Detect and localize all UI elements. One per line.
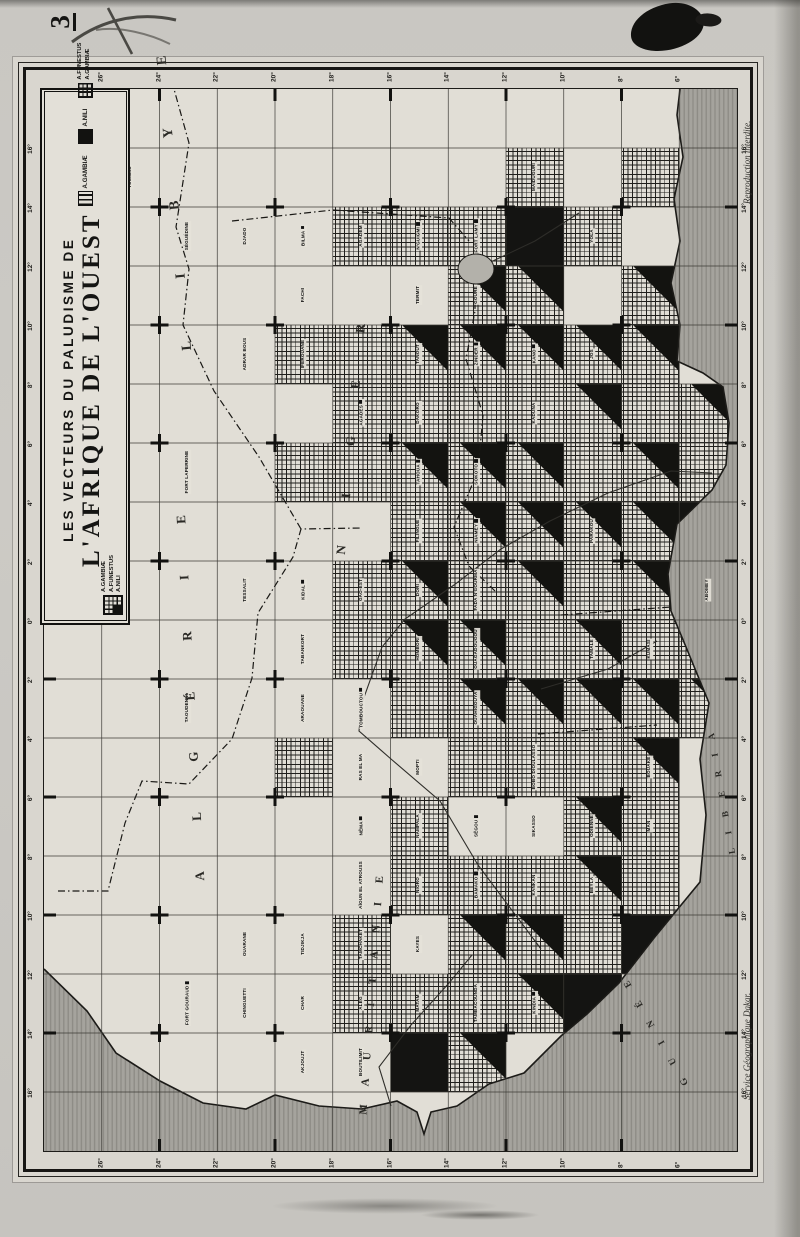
degree-label: 8° [617, 1161, 624, 1168]
degree-label: 14° [741, 203, 748, 213]
map-title: LES VECTEURS DU PALUDISME DE L'AFRIQUE D… [61, 212, 106, 613]
degree-label: 24° [155, 72, 162, 82]
degree-label: 16° [27, 144, 34, 154]
legend-label: A.GAMBIÆ [85, 48, 91, 80]
degree-label: 6° [27, 794, 34, 802]
legend-swatch-crosshatch-icon [77, 82, 93, 98]
degree-label: 2° [27, 676, 34, 684]
legend-label: A.NILI [81, 108, 89, 127]
legend: A.GAMBIÆ A.NILI A.FUNESTUS A.GAMBIÆ [77, 42, 93, 207]
degree-label: 12° [501, 1158, 509, 1168]
degree-label: 6° [674, 1161, 682, 1168]
degree-label: 10° [559, 72, 567, 82]
degree-label: 16° [27, 1088, 34, 1098]
legend-item-nili: A.NILI [77, 108, 93, 145]
legend-swatch-black-icon [77, 129, 93, 145]
degree-label: 22° [212, 1158, 220, 1168]
map-canvas: TOUMMO FORT LAPERRINE SÉGUÉDINE DJADO ADRAR … [43, 25, 738, 1152]
degree-label: 8° [27, 381, 34, 389]
rotated-sheet-wrap: TOUMMO FORT LAPERRINE SÉGUÉDINE DJADO ADRAR … [13, 13, 763, 1182]
degree-label: 10° [27, 911, 34, 921]
ink-blob [626, 0, 708, 56]
degree-label: 6° [741, 440, 748, 448]
degree-label: 10° [741, 911, 748, 921]
degree-label: 14° [27, 203, 34, 213]
title-line-2: L'AFRIQUE DE L'OUEST [77, 212, 105, 567]
degree-label: 16° [386, 72, 393, 82]
geography-layer [44, 89, 737, 1151]
degree-label: 16° [386, 1158, 393, 1168]
degree-label: 20° [270, 1158, 278, 1168]
degree-label: 8° [617, 75, 624, 82]
degree-label: 10° [27, 321, 34, 331]
degree-label: 4° [27, 499, 34, 507]
degree-label: 8° [27, 853, 34, 861]
degree-label: 10° [741, 321, 748, 331]
legend-combined: A.GAMBIÆ A.FUNESTUS A.NILI [101, 555, 123, 615]
degree-label: 12° [27, 970, 34, 980]
imprint-service-geographique: Service Géographique Dakar. [742, 992, 752, 1100]
degree-label: 2° [741, 558, 748, 566]
degree-label: 0° [741, 617, 748, 625]
degree-label: 10° [559, 1158, 567, 1168]
legend-item-funestus-gambiae: A.FUNESTUS A.GAMBIÆ [77, 42, 93, 98]
degree-label: 12° [741, 970, 748, 980]
sheet-number: 3 [45, 13, 77, 31]
degree-label: 18° [328, 72, 336, 82]
degree-label: 26° [97, 1158, 105, 1168]
degree-label: 4° [27, 735, 34, 743]
degree-label: 24° [155, 1158, 162, 1168]
degree-label: 0° [27, 617, 34, 625]
title-line-1: LES VECTEURS DU PALUDISME DE [60, 237, 76, 542]
scan-smudge [420, 1210, 540, 1220]
degree-label: 14° [443, 72, 451, 82]
degree-label: 4° [741, 735, 748, 743]
degree-label: 22° [212, 72, 220, 82]
legend-label: A.NILI [115, 575, 122, 592]
degree-label: 12° [501, 72, 509, 82]
degree-label: 4° [741, 499, 748, 507]
legend-swatch-stripes-icon [77, 191, 93, 207]
degree-label: 20° [270, 72, 278, 82]
legend-swatch-all-three-icon [103, 595, 123, 615]
degree-label: 14° [27, 1029, 34, 1039]
legend-label: A.GAMBIÆ [81, 155, 89, 189]
imprint-reproduction-interdite: Reproduction interdite. [742, 120, 752, 204]
degree-label: 2° [741, 676, 748, 684]
degree-label: 6° [674, 75, 682, 82]
legend-label: A.FUNESTUS [77, 42, 84, 80]
degree-label: 2° [27, 558, 34, 566]
degree-label: 18° [328, 1158, 336, 1168]
degree-label: 8° [741, 381, 748, 389]
degree-label: 12° [741, 262, 748, 272]
map-sheet: TOUMMO FORT LAPERRINE SÉGUÉDINE DJADO ADRAR … [13, 13, 763, 1182]
degree-label: 12° [27, 262, 34, 272]
degree-label: 26° [97, 72, 105, 82]
degree-label: 6° [741, 794, 748, 802]
degree-label: 6° [27, 440, 34, 448]
legend-label: A.GAMBIÆ [101, 561, 108, 592]
degree-label: 8° [741, 853, 748, 861]
legend-item-gambiae: A.GAMBIÆ [77, 155, 93, 207]
title-block: A.GAMBIÆ A.FUNESTUS A.NILI LES VECTEURS … [40, 13, 130, 625]
degree-label: 14° [443, 1158, 451, 1168]
legend-label: A.FUNESTUS [108, 554, 115, 592]
